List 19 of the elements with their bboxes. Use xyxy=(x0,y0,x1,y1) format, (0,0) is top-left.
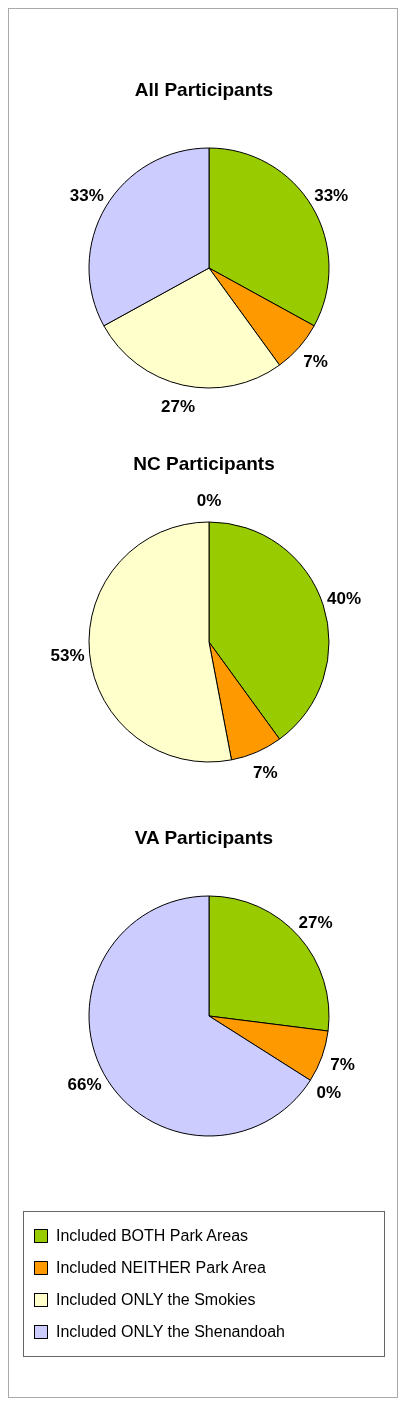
data-label: 33% xyxy=(314,186,349,206)
legend-label: Included ONLY the Shenandoah xyxy=(56,1323,285,1341)
data-label: 27% xyxy=(298,912,333,932)
data-label: 40% xyxy=(327,588,362,608)
data-label: 66% xyxy=(67,1074,102,1094)
data-label: 7% xyxy=(253,762,278,782)
chart-title: All Participants xyxy=(133,79,275,102)
data-label: 53% xyxy=(50,645,85,665)
legend-label: Included ONLY the Smokies xyxy=(56,1291,256,1309)
data-label: 33% xyxy=(69,186,104,206)
data-label: 7% xyxy=(330,1054,355,1074)
legend-label: Included BOTH Park Areas xyxy=(56,1227,249,1245)
text: 0% xyxy=(196,490,222,510)
legend-label: Included NEITHER Park Area xyxy=(56,1259,266,1277)
data-label: 7% xyxy=(303,352,328,372)
chart-title: VA Participants xyxy=(133,827,275,850)
text: 0% xyxy=(316,1082,342,1102)
chart-title: NC Participants xyxy=(132,453,276,476)
data-label: 27% xyxy=(161,397,196,417)
